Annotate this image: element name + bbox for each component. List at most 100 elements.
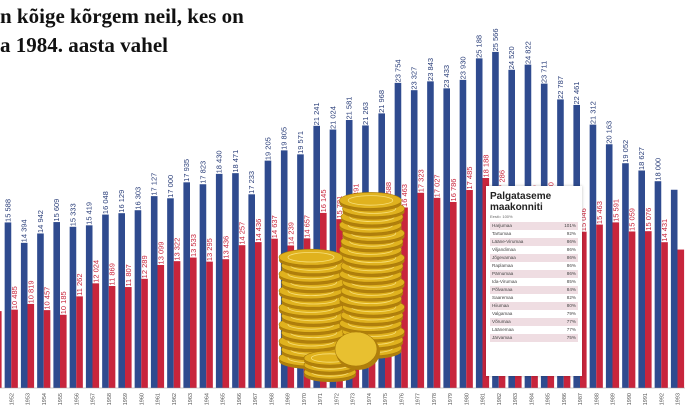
county-name: Lääne-Virumaa — [492, 239, 524, 244]
table-row: Raplamaa 86% — [490, 262, 578, 270]
blue-value-label: 21 024 — [328, 106, 337, 129]
table-row: Viljandimaa 86% — [490, 246, 578, 254]
year-label: 1988 — [594, 393, 600, 405]
chart-title-line-1: n kõige kõrgem neil, kes on — [0, 4, 244, 28]
red-value-label: 16 786 — [449, 179, 458, 202]
blue-value-label: 23 754 — [393, 59, 402, 82]
bar-blue-1977 — [410, 90, 418, 388]
bar-blue-1968 — [264, 160, 272, 388]
bar-blue-1988 — [589, 124, 597, 388]
year-label: 1978 — [432, 393, 438, 405]
county-name: Pärnumaa — [492, 271, 514, 276]
bar-red-1988 — [596, 224, 603, 388]
bar-red-1991 — [645, 231, 652, 388]
red-value-label: 17 027 — [433, 174, 442, 197]
bar-red-1989 — [612, 222, 620, 388]
blue-value-label: 15 609 — [52, 199, 61, 222]
county-percent: 86% — [566, 247, 576, 252]
red-value-label: 10 457 — [43, 287, 52, 310]
bar-red-1951 — [0, 311, 2, 388]
year-label: 1971 — [318, 393, 324, 405]
year-label: 1969 — [286, 393, 292, 405]
year-label: 1972 — [334, 393, 340, 405]
bar-blue-1989 — [605, 144, 613, 388]
year-label: 1974 — [367, 393, 373, 405]
table-title: Palgataseme maakonniti — [490, 191, 552, 213]
bar-blue-1990 — [622, 163, 629, 388]
county-percent: 101% — [564, 223, 576, 228]
county-name: Saaremaa — [492, 295, 514, 300]
red-value-label: 13 533 — [189, 234, 198, 257]
county-percent: 86% — [566, 239, 576, 244]
bar-blue-1957 — [85, 225, 93, 388]
county-percent: 82% — [566, 295, 576, 300]
blue-value-label: 15 333 — [68, 203, 77, 226]
bar-red-1960 — [141, 278, 148, 388]
year-label: 1970 — [302, 393, 308, 405]
bar-red-1967 — [255, 242, 262, 388]
county-percent: 85% — [566, 279, 576, 284]
bar-red-1952 — [11, 309, 18, 388]
blue-value-label: 17 000 — [166, 175, 175, 198]
red-value-label: 10 485 — [10, 286, 19, 309]
red-value-label: 10 819 — [26, 280, 35, 303]
county-percent: 77% — [566, 319, 576, 324]
red-value-label: 14 657 — [303, 215, 312, 238]
bar-blue-1953 — [20, 242, 28, 388]
county-name: Hiiumaa — [492, 303, 509, 308]
blue-value-label: 21 968 — [377, 90, 386, 113]
year-label: 1959 — [123, 393, 129, 405]
county-salary-table: Palgataseme maakonniti Eesti= 100% Harju… — [486, 186, 582, 376]
red-value-label: 10 185 — [59, 291, 68, 314]
blue-value-label: 22 461 — [572, 82, 581, 105]
blue-value-label: 15 588 — [3, 199, 12, 222]
year-label: 1975 — [383, 393, 389, 405]
bar-red-1964 — [206, 261, 213, 388]
bar-blue-1980 — [459, 79, 467, 388]
bar-blue-1967 — [248, 194, 255, 388]
red-value-label: 18 188 — [481, 155, 490, 178]
red-value-label: 15 463 — [595, 201, 604, 224]
bar-blue-1954 — [37, 233, 44, 388]
bar-blue-1978 — [427, 81, 434, 389]
blue-value-label: 15 419 — [85, 202, 94, 225]
county-percent: 79% — [566, 311, 576, 316]
bar-blue-1960 — [134, 210, 142, 388]
red-value-label: 17 286 — [498, 170, 507, 193]
county-name: Ida-Virumaa — [492, 279, 517, 284]
county-name: Järvamaa — [492, 335, 513, 340]
bar-blue-1965 — [215, 173, 223, 388]
year-label: 1987 — [578, 393, 584, 405]
county-percent: 80% — [566, 303, 576, 308]
table-row: Lääne-Virumaa 86% — [490, 238, 578, 246]
blue-value-label: 17 127 — [150, 173, 159, 196]
bar-blue-1959 — [118, 213, 125, 388]
red-value-label: 15 059 — [628, 208, 637, 231]
red-value-label: 15 781 — [335, 196, 344, 219]
table-row: Ida-Virumaa 85% — [490, 278, 578, 286]
red-value-label: 12 024 — [91, 260, 100, 283]
year-label: 1961 — [156, 393, 162, 405]
year-label: 1976 — [399, 393, 405, 405]
bar-red-1977 — [417, 192, 425, 388]
red-value-label: 17 485 — [465, 167, 474, 190]
bar-red-1961 — [157, 264, 165, 388]
county-name: Viljandimaa — [492, 247, 516, 252]
blue-value-label: 21 263 — [361, 102, 370, 125]
bar-blue-1981 — [475, 58, 483, 389]
year-label: 1992 — [659, 393, 665, 405]
red-value-label: 11 262 — [75, 273, 84, 295]
table-row: Hiiumaa 80% — [490, 302, 578, 310]
red-value-label: 14 436 — [254, 219, 263, 242]
bar-red-1976 — [401, 207, 408, 388]
year-label: 1973 — [351, 393, 357, 405]
year-label: 1954 — [42, 393, 48, 405]
bar-red-1992 — [661, 242, 668, 388]
bar-blue-1993 — [670, 189, 678, 388]
red-value-label: 15 046 — [579, 208, 588, 231]
year-label: 1966 — [237, 393, 243, 405]
red-value-label: 12 289 — [140, 255, 149, 278]
bar-red-1965 — [222, 259, 230, 388]
red-value-label: 13 295 — [205, 238, 214, 261]
